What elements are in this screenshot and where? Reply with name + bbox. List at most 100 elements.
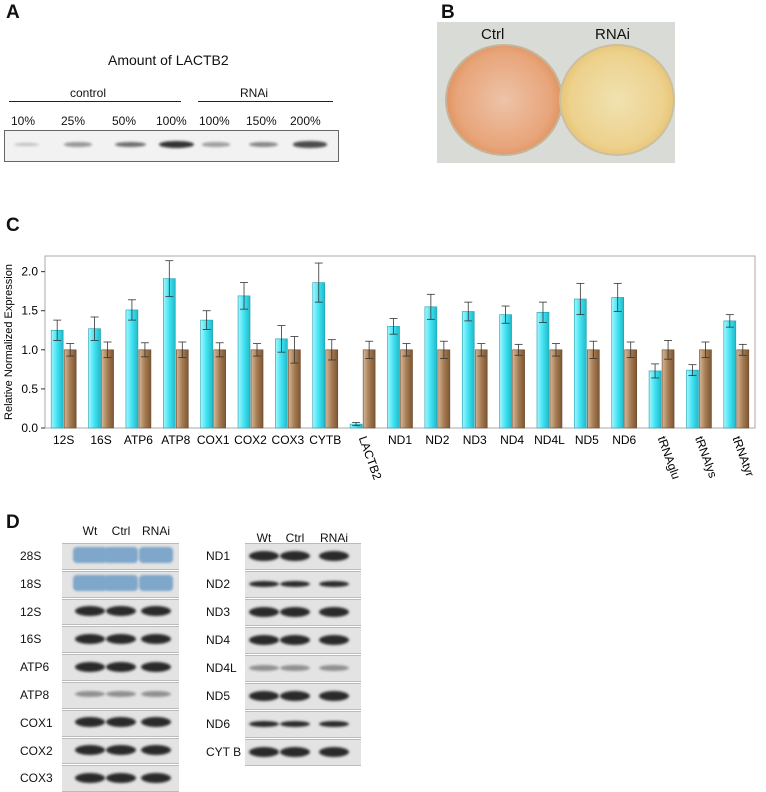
bar [175,349,189,429]
panel-a-band [249,142,279,147]
blot-band [319,634,349,645]
blot-lane-label: RNAi [141,524,170,538]
panel-d-label: D [6,512,20,533]
blot-row-label: ND2 [206,577,231,591]
bar [648,370,662,429]
blot-band [73,547,107,564]
blot-band [319,580,349,587]
panel-a-band [202,142,230,147]
x-tick-label: COX1 [197,433,230,447]
blot-band [104,547,138,564]
blot-band [319,606,349,617]
blot-band [280,606,310,617]
panel-a-lane-label: 100% [199,114,230,128]
panel-b-label: B [441,2,455,23]
y-tick-label: 1.5 [21,304,38,318]
blot-band [319,720,349,727]
rnai-label: RNAi [595,26,631,43]
x-tick-label: ND3 [463,433,487,447]
panel-a-lane-label: 150% [246,114,277,128]
expression-bar-chart: 0.0 0.5 1.0 1.5 2.0 Relative Normalized Expre… [3,255,757,482]
bar [587,349,600,429]
bar [512,349,525,429]
blot-strip [245,655,361,682]
bar [499,314,512,429]
blot-row-label: ND4L [206,661,237,675]
bar [237,295,251,429]
x-tick-label: 12S [53,433,74,447]
blot-row-label: COX3 [20,771,53,786]
blot-band [139,547,173,564]
panel-a-lane-label: 50% [112,114,137,128]
blot-row-label: ND5 [206,689,231,703]
x-tick-label: ND1 [388,433,412,447]
blot-band [75,606,105,616]
x-tick-label: 16S [90,433,111,447]
blot-band [249,690,279,701]
blot-row-label: CYT B [206,745,242,759]
blot-band [141,745,171,755]
blot-band [249,606,279,617]
panel-a-lane-label: 200% [290,114,321,128]
blot-row-label: 18S [20,576,42,591]
blot-lane-label: Wt [82,524,98,538]
x-tick-label: tRNAlys [692,434,720,480]
blot-band [249,550,279,561]
blot-band [104,575,138,592]
blot-row-label: COX2 [20,743,53,758]
blot-band [73,575,107,592]
bar [250,349,264,429]
blot-strip [62,682,179,709]
y-tick-label: 2.0 [21,265,38,279]
blot-band [141,717,171,728]
x-tick-label: ATP8 [161,433,190,447]
panel-a-control-line [9,101,181,102]
bar [88,328,101,429]
blot-band [280,720,310,727]
x-tick-label: tRNAglu [655,434,683,481]
blot-row-label: COX1 [20,715,53,730]
blot-band [75,772,105,783]
panel-a-label: A [6,2,20,23]
bar [611,297,625,429]
blot-row-label: ATP8 [20,687,50,702]
x-tick-label: CYTB [309,433,341,447]
bar [101,349,114,429]
x-tick-label: ND6 [612,433,636,447]
bar [461,311,475,429]
bar [50,329,64,429]
bar [736,349,750,429]
ctrl-label: Ctrl [481,26,505,43]
bar [138,349,152,429]
bar [162,278,176,429]
x-tick-label: ND2 [425,433,449,447]
blot-band [319,550,349,561]
panel-c-label: C [6,215,20,236]
blot-row-label: ND6 [206,717,231,731]
blot-band [280,746,310,757]
plot-frame [44,255,756,429]
blot-band [75,691,105,698]
panel-a-band [293,141,327,148]
panel-a-band [159,141,195,148]
blot-row-label: ND1 [206,549,231,563]
blot-band [106,717,136,728]
blot-lane-label: RNAi [319,531,348,545]
panel-a-title: Amount of LACTB2 [108,52,229,68]
bar [549,349,563,429]
bar [424,306,438,429]
bar [362,349,376,429]
blot-band [106,772,136,783]
bar [400,349,413,429]
x-tick-label: COX3 [272,433,305,447]
blot-band [106,691,136,698]
x-tick-label: tRNAtyr [729,434,757,478]
panel-a-rnai-label: RNAi [240,86,269,100]
blot-band [141,633,171,644]
blot-band [280,550,310,561]
blot-row-label: ATP6 [20,660,50,675]
rnai-dish [559,44,675,156]
blot-band [319,664,349,671]
bar [325,349,339,429]
y-tick-label: 0.5 [21,382,38,396]
